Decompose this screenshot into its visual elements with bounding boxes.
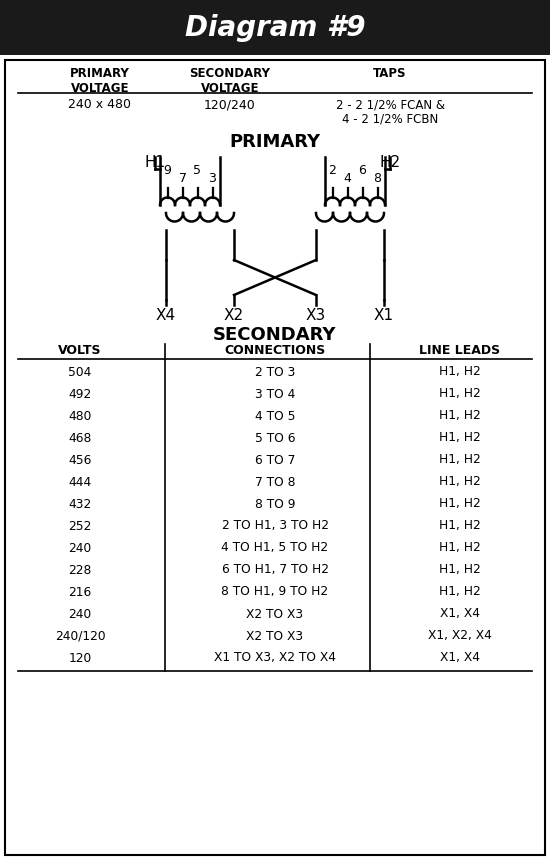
Text: X2: X2 bbox=[224, 308, 244, 323]
Text: H1, H2: H1, H2 bbox=[439, 476, 481, 488]
Text: X1, X4: X1, X4 bbox=[440, 652, 480, 665]
Text: 7: 7 bbox=[179, 171, 186, 185]
Text: H1, H2: H1, H2 bbox=[439, 586, 481, 599]
Text: 492: 492 bbox=[68, 388, 92, 401]
Text: X1, X4: X1, X4 bbox=[440, 607, 480, 621]
Text: 120/240: 120/240 bbox=[204, 98, 256, 111]
Text: H1, H2: H1, H2 bbox=[439, 366, 481, 378]
Text: H1, H2: H1, H2 bbox=[439, 432, 481, 445]
Text: TAPS: TAPS bbox=[373, 67, 407, 80]
Text: 8 TO 9: 8 TO 9 bbox=[255, 497, 295, 511]
Text: 4 TO 5: 4 TO 5 bbox=[255, 409, 295, 422]
Text: 240: 240 bbox=[68, 542, 92, 555]
Text: 8 TO H1, 9 TO H2: 8 TO H1, 9 TO H2 bbox=[222, 586, 328, 599]
Text: 504: 504 bbox=[68, 366, 92, 378]
Text: 240/120: 240/120 bbox=[54, 630, 105, 642]
Text: X1: X1 bbox=[374, 308, 394, 323]
Text: PRIMARY
VOLTAGE: PRIMARY VOLTAGE bbox=[70, 67, 130, 95]
Text: LINE LEADS: LINE LEADS bbox=[420, 344, 501, 357]
Text: X1 TO X3, X2 TO X4: X1 TO X3, X2 TO X4 bbox=[214, 652, 336, 665]
Text: SECONDARY: SECONDARY bbox=[213, 326, 337, 344]
Text: 9: 9 bbox=[163, 163, 172, 176]
Text: 2 - 2 1/2% FCAN &
4 - 2 1/2% FCBN: 2 - 2 1/2% FCAN & 4 - 2 1/2% FCBN bbox=[336, 98, 444, 126]
Text: X4: X4 bbox=[156, 308, 176, 323]
Text: 480: 480 bbox=[68, 409, 92, 422]
Text: 8: 8 bbox=[373, 171, 382, 185]
Text: H2: H2 bbox=[379, 155, 400, 170]
Text: PRIMARY: PRIMARY bbox=[229, 133, 321, 151]
Text: H1, H2: H1, H2 bbox=[439, 388, 481, 401]
Text: 240 x 480: 240 x 480 bbox=[69, 98, 131, 111]
Text: 468: 468 bbox=[68, 432, 92, 445]
Text: 5: 5 bbox=[194, 163, 201, 176]
Text: 3: 3 bbox=[208, 171, 217, 185]
Text: SECONDARY
VOLTAGE: SECONDARY VOLTAGE bbox=[190, 67, 271, 95]
Text: H1, H2: H1, H2 bbox=[439, 563, 481, 576]
Text: H1: H1 bbox=[145, 155, 166, 170]
Text: X3: X3 bbox=[306, 308, 326, 323]
Text: 6 TO H1, 7 TO H2: 6 TO H1, 7 TO H2 bbox=[222, 563, 328, 576]
Text: H1, H2: H1, H2 bbox=[439, 519, 481, 532]
Text: 2 TO 3: 2 TO 3 bbox=[255, 366, 295, 378]
Text: H1, H2: H1, H2 bbox=[439, 497, 481, 511]
Text: 6 TO 7: 6 TO 7 bbox=[255, 453, 295, 466]
Text: 4: 4 bbox=[344, 171, 351, 185]
Text: H1, H2: H1, H2 bbox=[439, 453, 481, 466]
Text: 444: 444 bbox=[68, 476, 92, 488]
Text: CONNECTIONS: CONNECTIONS bbox=[224, 344, 326, 357]
Text: 5 TO 6: 5 TO 6 bbox=[255, 432, 295, 445]
Text: 228: 228 bbox=[68, 563, 92, 576]
Text: 4 TO H1, 5 TO H2: 4 TO H1, 5 TO H2 bbox=[222, 542, 328, 555]
Text: 7 TO 8: 7 TO 8 bbox=[255, 476, 295, 488]
Text: Diagram #9: Diagram #9 bbox=[185, 14, 365, 41]
Text: 252: 252 bbox=[68, 519, 92, 532]
Text: VOLTS: VOLTS bbox=[58, 344, 102, 357]
Bar bbox=[0, 0, 550, 55]
Text: X2 TO X3: X2 TO X3 bbox=[246, 607, 304, 621]
Text: 6: 6 bbox=[359, 163, 366, 176]
Text: 120: 120 bbox=[68, 652, 92, 665]
Text: 432: 432 bbox=[68, 497, 92, 511]
Text: 3 TO 4: 3 TO 4 bbox=[255, 388, 295, 401]
Text: 2 TO H1, 3 TO H2: 2 TO H1, 3 TO H2 bbox=[222, 519, 328, 532]
Text: H1, H2: H1, H2 bbox=[439, 409, 481, 422]
Text: H1, H2: H1, H2 bbox=[439, 542, 481, 555]
Text: X1, X2, X4: X1, X2, X4 bbox=[428, 630, 492, 642]
Text: 240: 240 bbox=[68, 607, 92, 621]
Text: 456: 456 bbox=[68, 453, 92, 466]
Text: 216: 216 bbox=[68, 586, 92, 599]
Text: X2 TO X3: X2 TO X3 bbox=[246, 630, 304, 642]
Text: 2: 2 bbox=[328, 163, 337, 176]
